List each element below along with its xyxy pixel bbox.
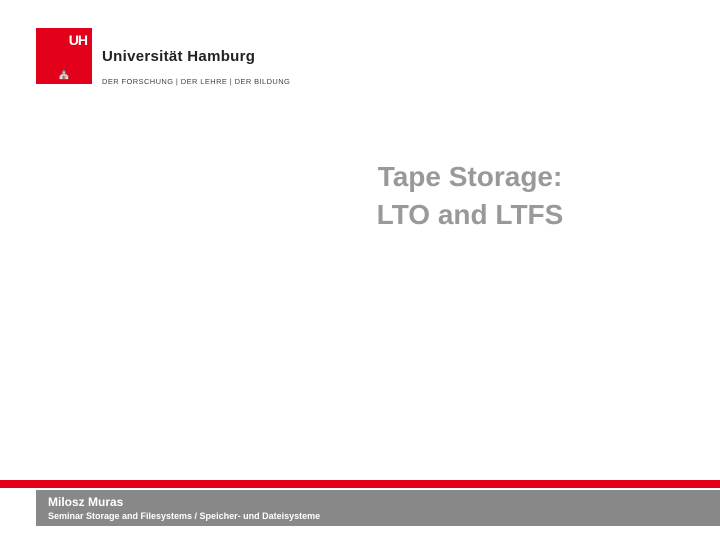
logo-area: UH ⛪ Universität Hamburg DER FORSCHUNG |… — [36, 28, 290, 86]
title-line-1: Tape Storage: — [280, 158, 660, 196]
slide: UH ⛪ Universität Hamburg DER FORSCHUNG |… — [0, 0, 720, 540]
author-name: Milosz Muras — [48, 495, 720, 509]
accent-bar — [0, 480, 720, 488]
logo-text-block: Universität Hamburg DER FORSCHUNG | DER … — [102, 28, 290, 86]
title-line-2: LTO and LTFS — [280, 196, 660, 234]
footer-bar: Milosz Muras Seminar Storage and Filesys… — [36, 490, 720, 526]
logo-crest-icon: ⛪ — [36, 69, 92, 80]
logo-uh-text: UH — [69, 32, 87, 48]
seminar-name: Seminar Storage and Filesystems / Speich… — [48, 511, 720, 521]
university-name: Universität Hamburg — [102, 48, 290, 65]
university-logo: UH ⛪ — [36, 28, 92, 84]
university-tagline: DER FORSCHUNG | DER LEHRE | DER BILDUNG — [102, 77, 290, 86]
title-block: Tape Storage: LTO and LTFS — [0, 158, 720, 234]
